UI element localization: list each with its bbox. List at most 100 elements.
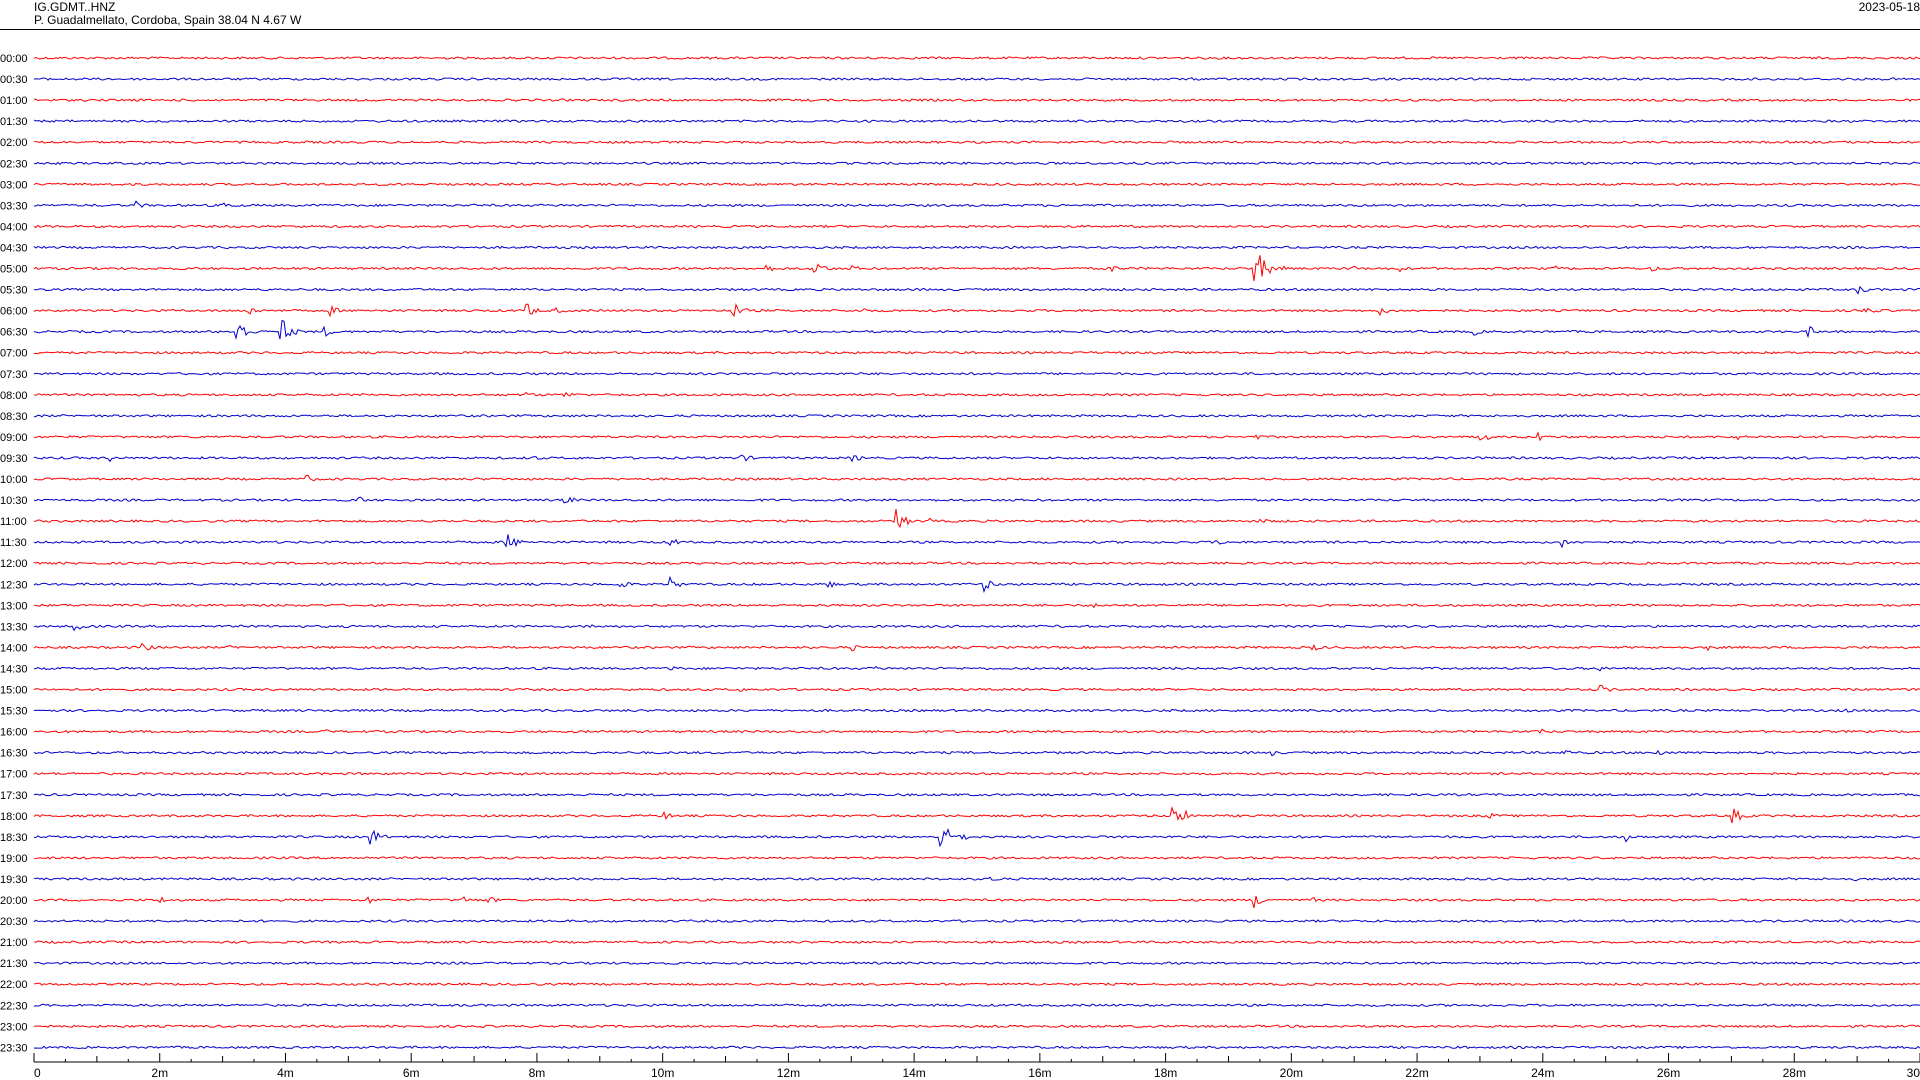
row-time-label: 11:00: [0, 516, 27, 528]
x-tick-label: 4m: [277, 1066, 294, 1080]
row-time-label: 17:00: [0, 769, 28, 781]
row-time-label: 17:30: [0, 790, 28, 802]
trace-row-0830: [33, 414, 1920, 418]
row-time-label: 03:30: [0, 200, 28, 212]
trace-row-1200: [33, 561, 1920, 565]
trace-row-1830: [33, 828, 1920, 848]
row-time-label: 22:30: [0, 1000, 28, 1012]
row-time-label: 02:30: [0, 158, 28, 170]
row-time-label: 16:00: [0, 727, 28, 739]
trace-row-1600: [33, 728, 1920, 734]
row-time-label: 23:30: [0, 1042, 28, 1054]
trace-row-0430: [33, 245, 1920, 250]
row-time-label: 04:30: [0, 242, 28, 254]
row-time-label: 07:00: [0, 348, 28, 360]
trace-row-0330: [33, 200, 1920, 208]
trace-group: [33, 56, 1920, 1050]
row-time-label: 15:00: [0, 685, 28, 697]
row-time-label: 09:00: [0, 432, 28, 444]
trace-row-1900: [33, 856, 1920, 860]
row-time-label: 18:30: [0, 832, 28, 844]
trace-row-2130: [33, 961, 1920, 965]
row-label-group: 00:00 00:30 01:00 01:30 02:00 02:30 03:00 03:30…: [0, 53, 28, 1054]
trace-row-2300: [33, 1024, 1920, 1029]
row-time-label: 18:00: [0, 811, 28, 823]
trace-row-0000: [33, 56, 1920, 60]
x-tick-label: 8m: [529, 1066, 546, 1080]
row-time-label: 21:00: [0, 937, 28, 949]
trace-row-0730: [33, 372, 1920, 376]
row-time-label: 23:00: [0, 1021, 28, 1033]
row-time-label: 20:30: [0, 916, 28, 928]
trace-row-0300: [33, 182, 1920, 187]
row-time-label: 22:00: [0, 979, 28, 991]
trace-row-0630: [33, 319, 1920, 340]
row-time-label: 13:00: [0, 600, 28, 612]
trace-row-1100: [33, 509, 1920, 529]
trace-row-0100: [33, 98, 1920, 102]
row-time-label: 06:30: [0, 327, 28, 339]
row-time-label: 10:30: [0, 495, 28, 507]
row-time-label: 01:00: [0, 95, 28, 107]
row-time-label: 07:30: [0, 369, 28, 381]
trace-row-1630: [33, 749, 1920, 757]
row-time-label: 06:00: [0, 306, 28, 318]
trace-row-2330: [33, 1045, 1920, 1050]
trace-row-0530: [33, 285, 1920, 295]
x-tick-label: 26m: [1657, 1066, 1680, 1080]
row-time-label: 04:00: [0, 221, 28, 233]
x-tick-label: 6m: [403, 1066, 420, 1080]
trace-row-1230: [33, 575, 1920, 594]
row-time-label: 09:30: [0, 453, 28, 465]
row-time-label: 01:30: [0, 116, 28, 128]
row-time-label: 02:00: [0, 137, 28, 149]
trace-row-0400: [33, 224, 1920, 229]
header-rule: [0, 29, 1920, 30]
trace-row-1530: [33, 708, 1920, 713]
x-axis: 0 2m 4m 6m 8m 10m 12m 14m 16m 18m 20m 22m 24m 26m 28m 3…: [33, 1053, 1920, 1080]
trace-row-2030: [33, 919, 1920, 923]
trace-row-0600: [33, 302, 1920, 318]
x-tick-label: 16m: [1028, 1066, 1051, 1080]
trace-row-2200: [33, 982, 1920, 987]
trace-row-0200: [33, 140, 1920, 144]
row-time-label: 19:00: [0, 853, 28, 865]
trace-row-0800: [33, 391, 1920, 398]
row-time-label: 05:30: [0, 285, 28, 297]
trace-row-2100: [33, 940, 1920, 944]
row-time-label: 14:00: [0, 642, 28, 654]
station-code: IG.GDMT..HNZ: [34, 0, 116, 14]
trace-row-0930: [33, 454, 1920, 463]
trace-row-1130: [33, 534, 1920, 549]
row-time-label: 08:30: [0, 411, 28, 423]
trace-row-2230: [33, 1003, 1920, 1008]
trace-row-0230: [33, 161, 1920, 166]
trace-row-0030: [33, 77, 1920, 81]
station-location: P. Guadalmellato, Cordoba, Spain 38.04 N…: [34, 13, 302, 27]
x-tick-label: 12m: [777, 1066, 800, 1080]
trace-row-0700: [33, 350, 1920, 355]
row-time-label: 08:00: [0, 390, 28, 402]
row-time-label: 15:30: [0, 706, 28, 718]
row-time-label: 00:00: [0, 53, 28, 65]
row-time-label: 10:00: [0, 474, 28, 486]
x-tick-label: 10m: [651, 1066, 674, 1080]
trace-row-1300: [33, 602, 1920, 609]
trace-row-2000: [33, 895, 1920, 909]
x-tick-label: 18m: [1154, 1066, 1177, 1080]
x-tick-label: 28m: [1783, 1066, 1806, 1080]
row-time-label: 16:30: [0, 748, 28, 760]
trace-row-1500: [33, 684, 1920, 692]
x-tick-label: 20m: [1280, 1066, 1303, 1080]
row-time-label: 12:00: [0, 558, 28, 570]
trace-row-0130: [33, 119, 1920, 123]
trace-row-1000: [33, 474, 1920, 482]
row-time-label: 11:30: [0, 537, 27, 549]
trace-row-1030: [33, 496, 1920, 504]
trace-row-1730: [33, 792, 1920, 797]
trace-row-1700: [33, 771, 1920, 776]
x-tick-label: 14m: [902, 1066, 925, 1080]
row-time-label: 03:00: [0, 179, 28, 191]
row-time-label: 05:00: [0, 264, 28, 276]
